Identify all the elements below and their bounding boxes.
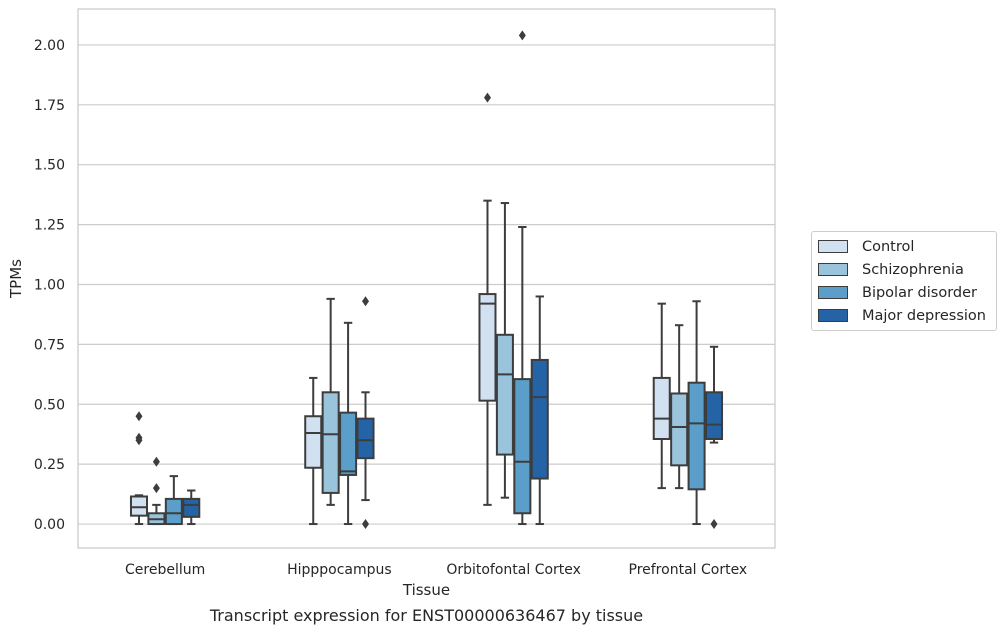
x-axis-label: Tissue <box>402 581 450 599</box>
y-tick-label: 0.50 <box>34 397 65 413</box>
legend-label: Major depression <box>862 307 986 324</box>
box-iqr <box>495 333 514 456</box>
y-tick-label: 0.25 <box>34 457 65 473</box>
x-tick-labels: Cerebellum Hipppocampus Orbitofontal Corte… <box>125 562 747 578</box>
series-group <box>164 30 706 526</box>
box-iqr <box>704 391 724 441</box>
x-tick-label: Prefrontal Cortex <box>629 562 748 578</box>
outlier-point <box>710 519 718 530</box>
y-tick-label: 0.75 <box>34 337 65 353</box>
outlier-point <box>135 411 143 422</box>
legend-label: Schizophrenia <box>862 261 964 278</box>
legend-swatch <box>818 286 848 299</box>
x-tick-label: Cerebellum <box>125 562 205 578</box>
plot-area-frame <box>77 8 776 549</box>
legend-item: Schizophrenia <box>812 258 996 281</box>
legend-swatch <box>818 263 848 276</box>
box-iqr <box>478 293 497 402</box>
legend-label: Bipolar disorder <box>862 284 977 301</box>
outlier-point <box>152 483 160 494</box>
x-tick-label: Hipppocampus <box>287 562 392 578</box>
outlier-point <box>362 519 370 530</box>
box-iqr <box>356 417 375 460</box>
box-iqr <box>687 381 706 491</box>
y-tick-label: 1.00 <box>34 277 65 293</box>
legend-swatch <box>818 240 848 253</box>
legend-label: Control <box>862 238 915 255</box>
outlier-point <box>135 435 143 446</box>
grid-lines <box>78 44 775 525</box>
box-series <box>129 30 724 530</box>
chart-legend: Control Schizophrenia Bipolar disorder Majo… <box>811 231 997 331</box>
y-tick-label: 0.00 <box>34 517 65 533</box>
y-tick-label: 1.25 <box>34 218 65 234</box>
box-iqr <box>513 378 532 515</box>
box-iqr <box>670 392 689 467</box>
legend-item: Bipolar disorder <box>812 281 996 304</box>
outlier-point <box>518 30 526 41</box>
box-iqr <box>164 497 183 526</box>
outlier-point <box>362 296 370 307</box>
series-group <box>182 295 724 530</box>
y-axis-label: TPMs <box>7 259 25 299</box>
outlier-point <box>483 92 491 103</box>
y-tick-labels: 0.00 0.25 0.50 0.75 1.00 1.25 1.50 1.75 2.00 <box>34 38 65 533</box>
box-iqr <box>321 391 340 494</box>
outlier-point <box>152 456 160 467</box>
box-iqr <box>304 415 323 469</box>
series-group <box>129 92 671 526</box>
box-iqr <box>182 497 201 518</box>
legend-item: Major depression <box>812 304 996 327</box>
y-tick-label: 1.50 <box>34 158 65 174</box>
box-iqr <box>129 495 149 517</box>
legend-item: Control <box>812 235 996 258</box>
x-tick-label: Orbitofontal Cortex <box>446 562 581 578</box>
y-tick-label: 1.75 <box>34 98 65 114</box>
legend-swatch <box>818 309 848 322</box>
box-iqr <box>530 358 549 480</box>
box-iqr <box>339 411 358 476</box>
series-group <box>147 202 689 526</box>
box-iqr <box>652 376 671 441</box>
chart-caption: Transcript expression for ENST0000063646… <box>209 606 644 625</box>
y-tick-label: 2.00 <box>34 38 65 54</box>
